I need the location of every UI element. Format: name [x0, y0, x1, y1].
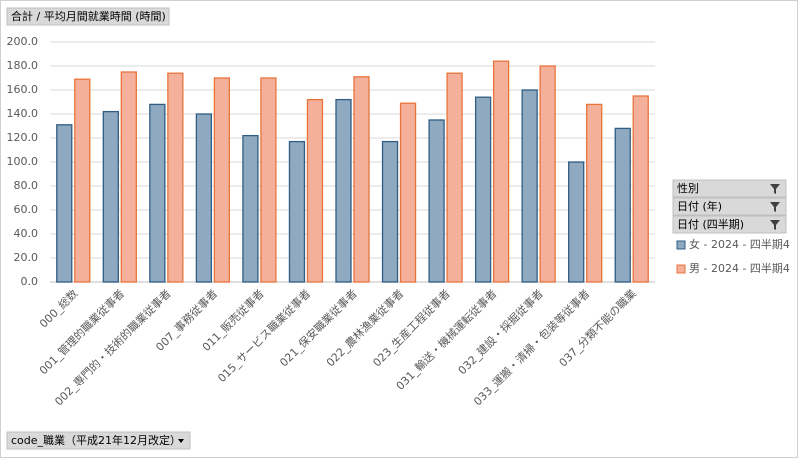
- bar: [120, 71, 137, 283]
- y-tick-label: 40.0: [14, 227, 39, 240]
- value-field-button-bg: [6, 7, 170, 26]
- value-field-button-label: 合計 / 平均月間就業時間 (時間): [11, 9, 166, 23]
- filter-icon: [770, 220, 780, 230]
- value-field-button[interactable]: 合計 / 平均月間就業時間 (時間): [6, 7, 170, 26]
- bar: [213, 77, 231, 283]
- bar: [521, 89, 538, 283]
- filter-button[interactable]: 日付 (年): [672, 197, 787, 216]
- filter-button[interactable]: 日付 (四半期): [672, 215, 787, 234]
- bar: [353, 76, 370, 283]
- bar: [446, 72, 463, 283]
- bar: [614, 127, 631, 283]
- bar: [167, 72, 184, 283]
- bar: [74, 78, 91, 283]
- y-tick-label: 180.0: [7, 59, 39, 72]
- bar: [474, 96, 492, 283]
- bar: [56, 124, 73, 283]
- axis-field-button-label: code_職業（平成21年12月改定）: [11, 433, 181, 447]
- y-tick-label: 0.0: [21, 275, 39, 288]
- bar: [195, 113, 213, 283]
- y-tick-label: 60.0: [14, 203, 39, 216]
- filter-button-bg: [672, 197, 787, 216]
- bar: [399, 102, 417, 283]
- bar: [288, 140, 306, 283]
- bar: [492, 60, 510, 283]
- y-tick-label: 100.0: [7, 155, 39, 168]
- legend-label: 女 - 2024 - 四半期4: [689, 237, 790, 251]
- bar: [149, 103, 166, 283]
- bar: [428, 119, 445, 283]
- bar: [242, 134, 259, 283]
- bar: [260, 77, 277, 283]
- y-tick-label: 120.0: [7, 131, 39, 144]
- filter-button-bg: [672, 179, 787, 198]
- bar: [632, 95, 649, 283]
- y-tick-label: 20.0: [14, 251, 39, 264]
- filter-button-bg: [672, 215, 787, 234]
- y-tick-label: 160.0: [7, 83, 39, 96]
- dropdown-icon: [178, 439, 184, 443]
- bar: [306, 98, 324, 283]
- axis-field-button-bg: [6, 431, 191, 450]
- bar: [335, 98, 352, 283]
- filter-button[interactable]: 性別: [672, 179, 787, 198]
- filter-button-label: 日付 (年): [677, 199, 722, 213]
- legend-swatch: [676, 264, 686, 274]
- filter-icon: [770, 202, 780, 212]
- bar: [586, 103, 603, 283]
- bar: [568, 161, 585, 283]
- bar: [102, 110, 119, 283]
- legend-label: 男 - 2024 - 四半期4: [689, 261, 790, 275]
- y-tick-label: 140.0: [7, 107, 39, 120]
- y-tick-label: 200.0: [7, 35, 39, 48]
- filter-button-label: 日付 (四半期): [677, 217, 744, 231]
- axis-field-button[interactable]: code_職業（平成21年12月改定）: [6, 431, 191, 450]
- bar: [539, 65, 556, 283]
- filter-button-label: 性別: [677, 181, 699, 195]
- filter-icon: [770, 184, 780, 194]
- legend-swatch: [676, 240, 686, 250]
- y-tick-label: 80.0: [14, 179, 39, 192]
- bar: [381, 140, 399, 283]
